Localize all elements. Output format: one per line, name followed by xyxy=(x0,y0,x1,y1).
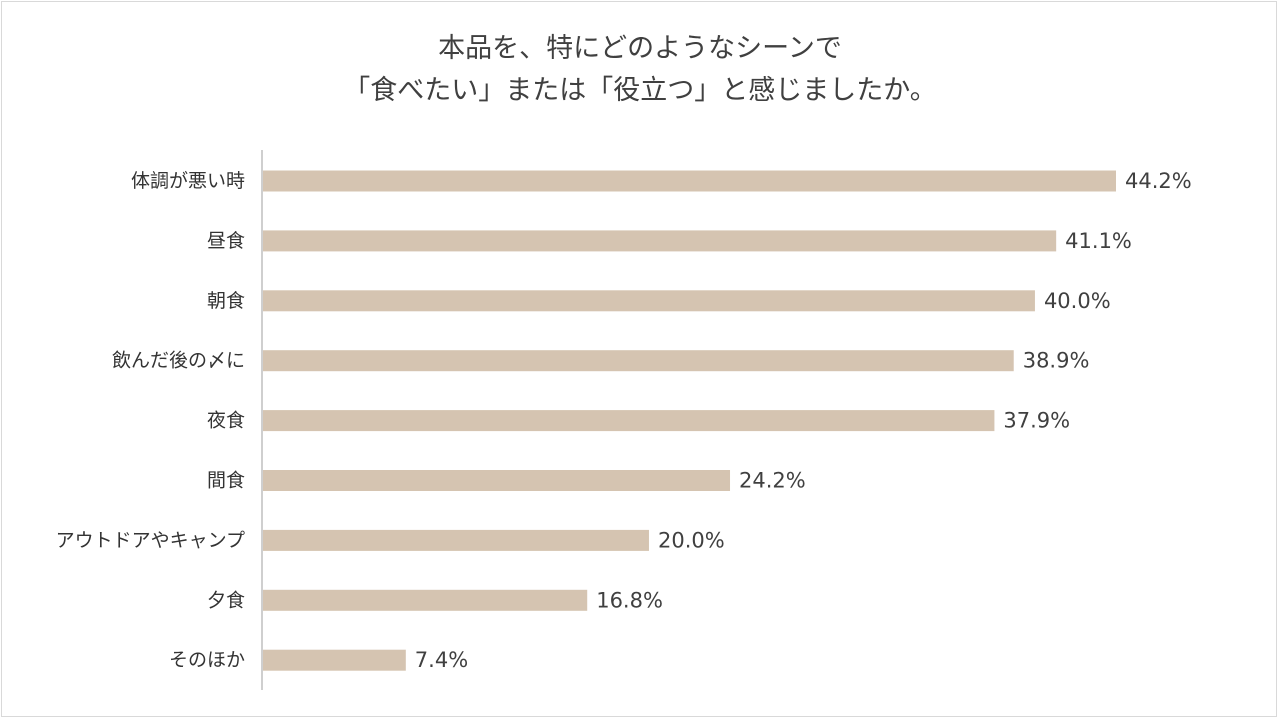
bar xyxy=(263,350,1014,372)
bar xyxy=(263,170,1116,192)
category-label: 飲んだ後の〆に xyxy=(112,350,245,372)
category-label: 夕食 xyxy=(207,589,245,611)
value-label: 7.4% xyxy=(415,648,468,672)
bar xyxy=(263,529,649,551)
value-label: 37.9% xyxy=(1003,409,1070,433)
value-label: 40.0% xyxy=(1044,289,1111,313)
value-label: 24.2% xyxy=(739,469,806,493)
category-label: アウトドアやキャンプ xyxy=(56,529,245,551)
chart-title: 本品を、特にどのようなシーンで 「食べたい」または「役立つ」と感じましたか。 xyxy=(0,28,1280,112)
category-label: そのほか xyxy=(169,649,245,671)
chart-title-line-1: 本品を、特にどのようなシーンで xyxy=(438,33,842,64)
value-label: 41.1% xyxy=(1065,229,1132,253)
category-label: 朝食 xyxy=(207,290,245,312)
category-label: 夜食 xyxy=(207,410,245,432)
category-label: 間食 xyxy=(207,470,245,492)
bar xyxy=(263,410,995,432)
value-label: 20.0% xyxy=(658,528,725,552)
bar xyxy=(263,290,1035,312)
bar xyxy=(263,230,1057,252)
bar xyxy=(263,649,406,671)
category-label: 昼食 xyxy=(207,230,245,252)
value-label: 16.8% xyxy=(596,588,663,612)
bar xyxy=(263,470,731,491)
category-label: 体調が悪い時 xyxy=(131,170,245,192)
chart-title-line-2: 「食べたい」または「役立つ」と感じましたか。 xyxy=(343,75,937,106)
value-label: 44.2% xyxy=(1125,169,1192,193)
value-label: 38.9% xyxy=(1023,349,1090,373)
bar xyxy=(263,589,588,611)
